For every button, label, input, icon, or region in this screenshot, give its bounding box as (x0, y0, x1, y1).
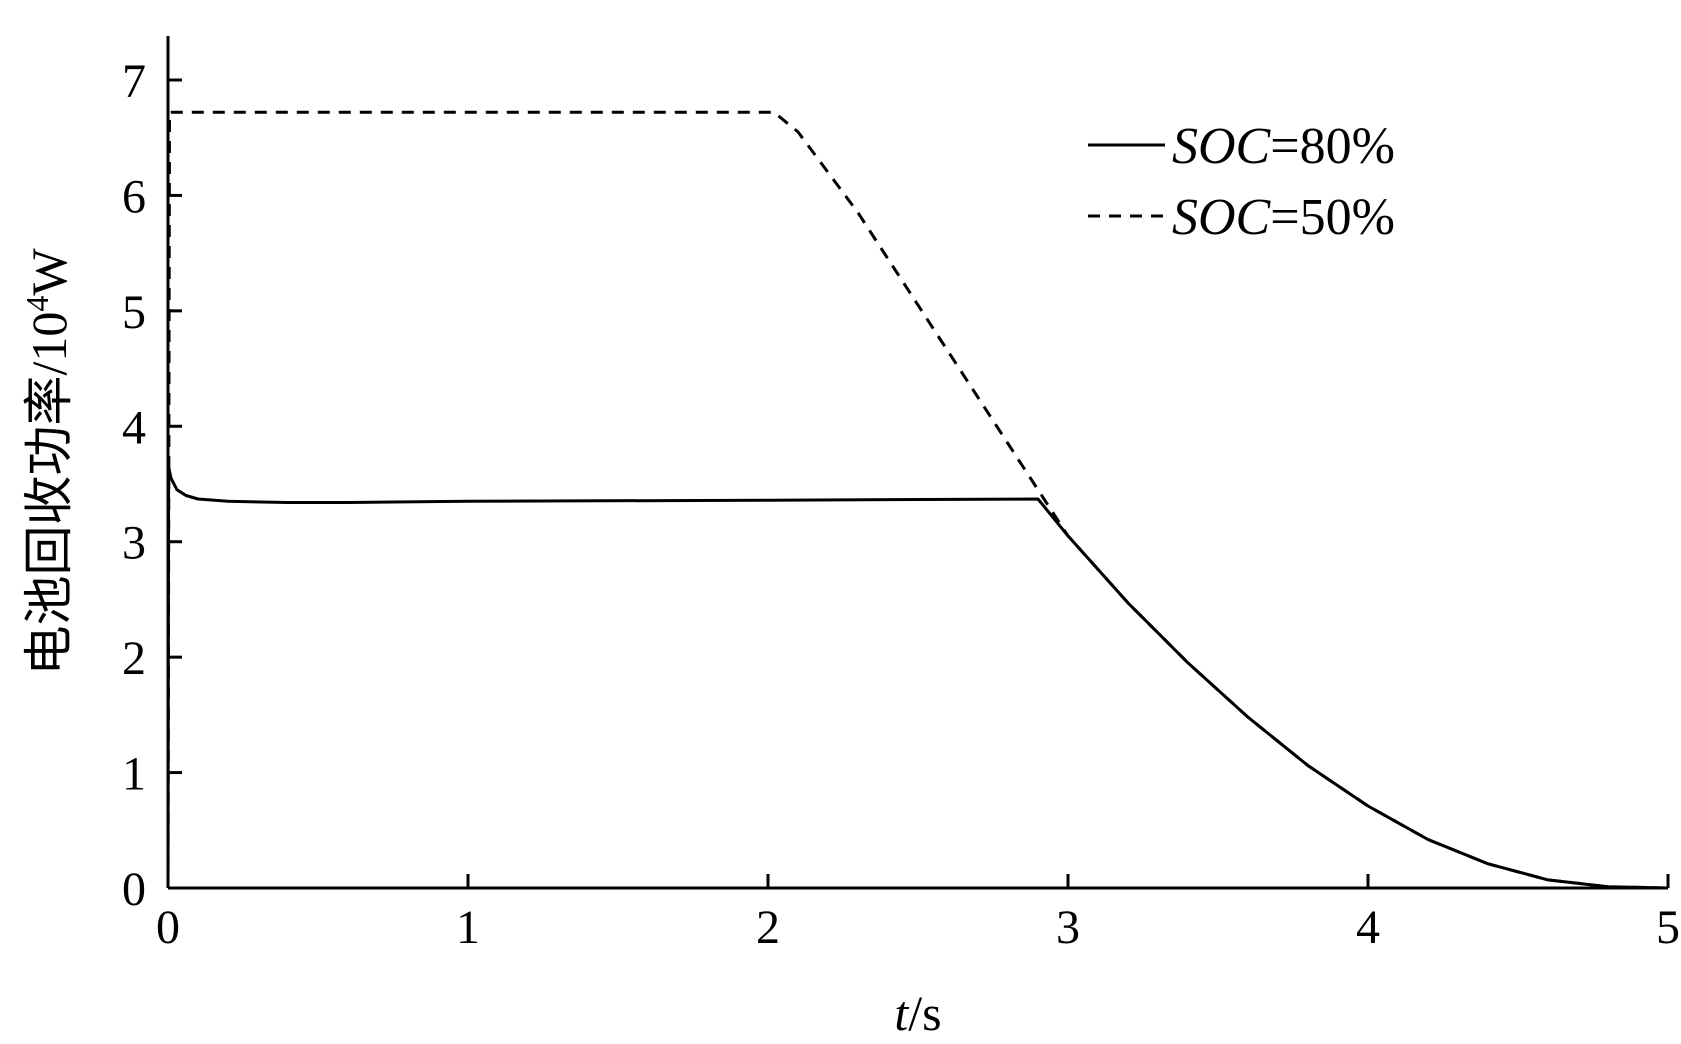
x-tick-label: 4 (1356, 901, 1380, 954)
y-tick-label: 5 (122, 286, 146, 339)
axes (166, 36, 1668, 890)
y-tick-label: 2 (122, 632, 146, 685)
y-tick-label: 6 (122, 170, 146, 223)
y-tick-label: 4 (122, 401, 146, 454)
y-tick-label: 0 (122, 863, 146, 916)
x-tick-label: 2 (756, 901, 780, 954)
legend-label-soc-80: SOC=80% (1172, 118, 1395, 175)
series-line-soc-50- (166, 110, 1669, 890)
legend-label-soc-50: SOC=50% (1172, 189, 1395, 246)
y-tick-label: 1 (122, 748, 146, 801)
x-tick-label: 1 (456, 901, 480, 954)
x-axis-title: t/s (894, 985, 941, 1041)
series-layer (166, 110, 1669, 890)
y-axis-title: 电池回收功率/104W (19, 248, 77, 676)
y-tick-label: 3 (122, 517, 146, 570)
legend: SOC=80% SOC=50% (1088, 118, 1395, 246)
y-tick-label: 7 (122, 55, 146, 108)
ticks: 0 1 2 3 4 5 0 1 2 3 4 5 6 7 (122, 55, 1680, 954)
x-tick-label: 3 (1056, 901, 1080, 954)
x-tick-label: 0 (156, 901, 180, 954)
x-tick-label: 5 (1656, 901, 1680, 954)
series-line-soc-80- (166, 465, 1669, 890)
